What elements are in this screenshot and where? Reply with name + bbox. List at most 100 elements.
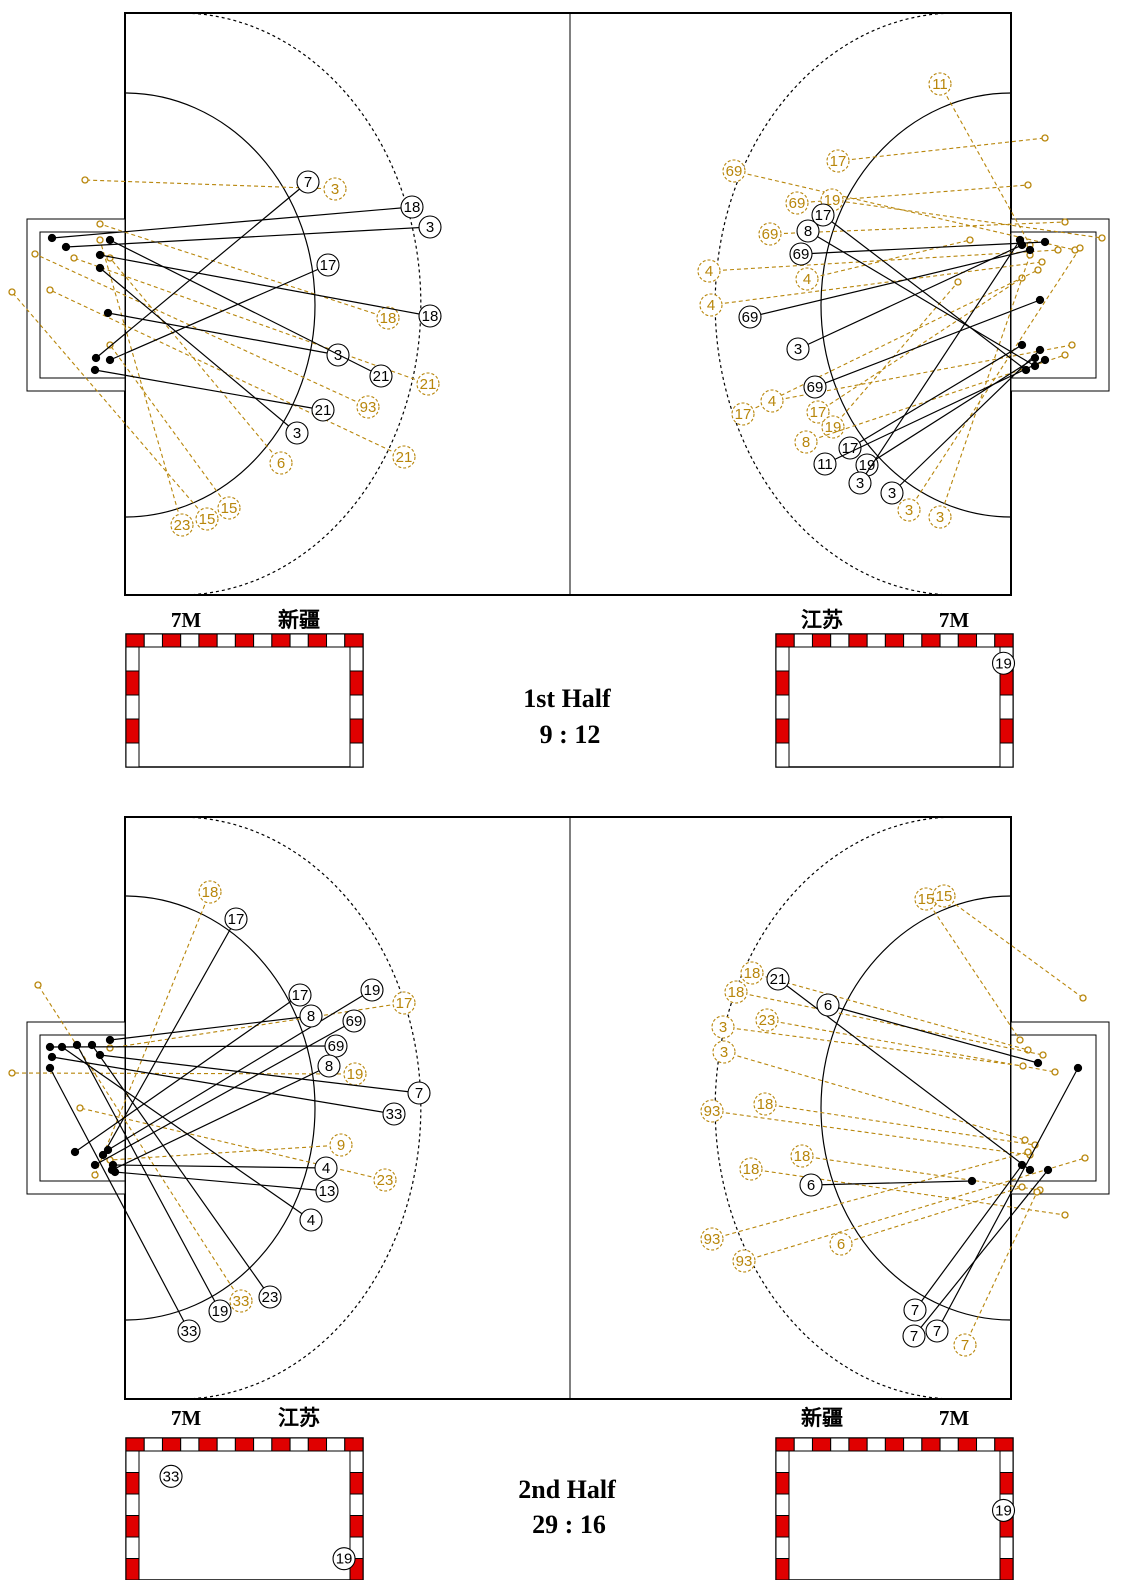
goal-player-marker <box>848 471 872 495</box>
crossbar-segment <box>253 1437 273 1452</box>
miss-end-dot <box>1051 1068 1059 1076</box>
crossbar-segment <box>775 1437 795 1452</box>
crossbar-segment <box>848 1437 868 1452</box>
player-number: 4 <box>705 263 713 280</box>
player-number: 18 <box>728 984 745 1001</box>
player-number: 18 <box>743 1161 760 1178</box>
miss-end-dot <box>96 236 104 244</box>
post-segment <box>775 1450 790 1473</box>
crossbar-segment <box>198 633 218 648</box>
goal-shot-line <box>936 1067 1079 1332</box>
crossbar-segment <box>793 633 813 648</box>
player-number: 19 <box>364 982 381 999</box>
miss-shot-line <box>832 281 959 428</box>
gauge-7m-label: 7M <box>171 608 202 632</box>
post-segment <box>775 1472 790 1495</box>
gauge-shot-marker <box>991 1498 1016 1522</box>
goal-shot-line <box>109 1015 312 1041</box>
gauge-shot-marker <box>332 1547 356 1571</box>
player-number: 6 <box>277 455 285 472</box>
goal-player-marker <box>208 1299 232 1323</box>
miss-player-marker <box>217 496 241 520</box>
goal-shot-line <box>99 254 431 317</box>
goal-shot-line <box>814 299 1041 388</box>
goal-shot-line <box>99 267 298 434</box>
post-segment <box>125 646 140 672</box>
crossbar-segment <box>289 633 309 648</box>
miss-end-dot <box>91 1171 99 1179</box>
player-number: 33 <box>163 1468 180 1485</box>
player-number: 3 <box>856 475 864 492</box>
goal-shot-line <box>800 241 1046 255</box>
miss-end-dot <box>1021 1136 1029 1144</box>
miss-player-marker <box>170 513 194 537</box>
miss-shot-line <box>805 354 1066 443</box>
post-segment <box>349 1450 364 1473</box>
player-number: 21 <box>315 402 332 419</box>
goal-shot-line <box>849 344 1023 449</box>
miss-player-marker <box>416 372 440 396</box>
goal-player-marker <box>400 195 424 219</box>
goal-player-marker <box>903 1298 927 1322</box>
goal-end-dot <box>45 1042 55 1052</box>
post-segment <box>999 1558 1014 1580</box>
goal-player-marker <box>285 421 309 445</box>
player-number: 3 <box>936 509 944 526</box>
player-number: 6 <box>824 997 832 1014</box>
goal-shot-line <box>109 239 382 377</box>
gauge-labels-second-half: 7M 江苏 新疆 7M <box>171 1406 970 1430</box>
post-segment <box>775 1493 790 1516</box>
goal-player-marker <box>299 1004 323 1028</box>
miss-end-dot <box>31 250 39 258</box>
goal-shot-line <box>99 1054 420 1094</box>
goal-shot-line <box>810 1180 973 1186</box>
miss-shot-line <box>743 1157 1086 1262</box>
miss-player-marker <box>795 267 819 291</box>
crossbar-segment <box>884 633 905 648</box>
miss-player-marker <box>928 72 952 96</box>
player-number: 3 <box>426 219 434 236</box>
player-number: 4 <box>707 297 715 314</box>
player-number: 17 <box>830 153 847 170</box>
player-number: 18 <box>404 199 421 216</box>
goal-shot-line <box>824 359 1046 465</box>
goal-shot-line <box>109 264 329 361</box>
player-number: 15 <box>221 500 238 517</box>
player-number: 19 <box>347 1066 364 1083</box>
miss-player-marker <box>323 177 347 201</box>
player-number: 7 <box>910 1328 918 1345</box>
miss-shot-line <box>751 972 1029 1051</box>
miss-end-dot <box>1061 218 1069 226</box>
miss-player-marker <box>753 1092 777 1116</box>
miss-end-dot <box>96 220 104 228</box>
miss-player-marker <box>722 159 746 183</box>
goal-shot-line <box>777 978 1031 1171</box>
player-number: 18 <box>744 965 761 982</box>
player-number: 4 <box>307 1212 315 1229</box>
miss-end-dot <box>34 981 42 989</box>
player-number: 3 <box>905 502 913 519</box>
miss-end-dot <box>1061 1211 1069 1219</box>
player-number: 69 <box>328 1038 345 1055</box>
miss-player-marker <box>392 991 416 1015</box>
goal-player-marker <box>766 967 790 991</box>
goal-player-marker <box>299 1208 323 1232</box>
miss-end-dot <box>8 1069 16 1077</box>
player-number: 8 <box>804 223 812 240</box>
crossbar-segment <box>976 633 996 648</box>
miss-end-dot <box>81 176 89 184</box>
goal-player-marker <box>796 219 820 243</box>
crossbar-segment <box>143 1437 163 1452</box>
crossbar-segment <box>216 633 236 648</box>
player-number: 3 <box>719 1019 727 1036</box>
post-segment <box>349 1472 364 1495</box>
miss-end-dot <box>106 1044 114 1052</box>
post-segment <box>775 670 790 696</box>
goal-end-dot <box>61 242 71 252</box>
goal-end-dot <box>70 1147 80 1157</box>
goal-player-marker <box>224 907 248 931</box>
post-segment <box>999 694 1014 720</box>
player-number: 17 <box>396 995 413 1012</box>
goal-shot-line <box>74 994 301 1153</box>
